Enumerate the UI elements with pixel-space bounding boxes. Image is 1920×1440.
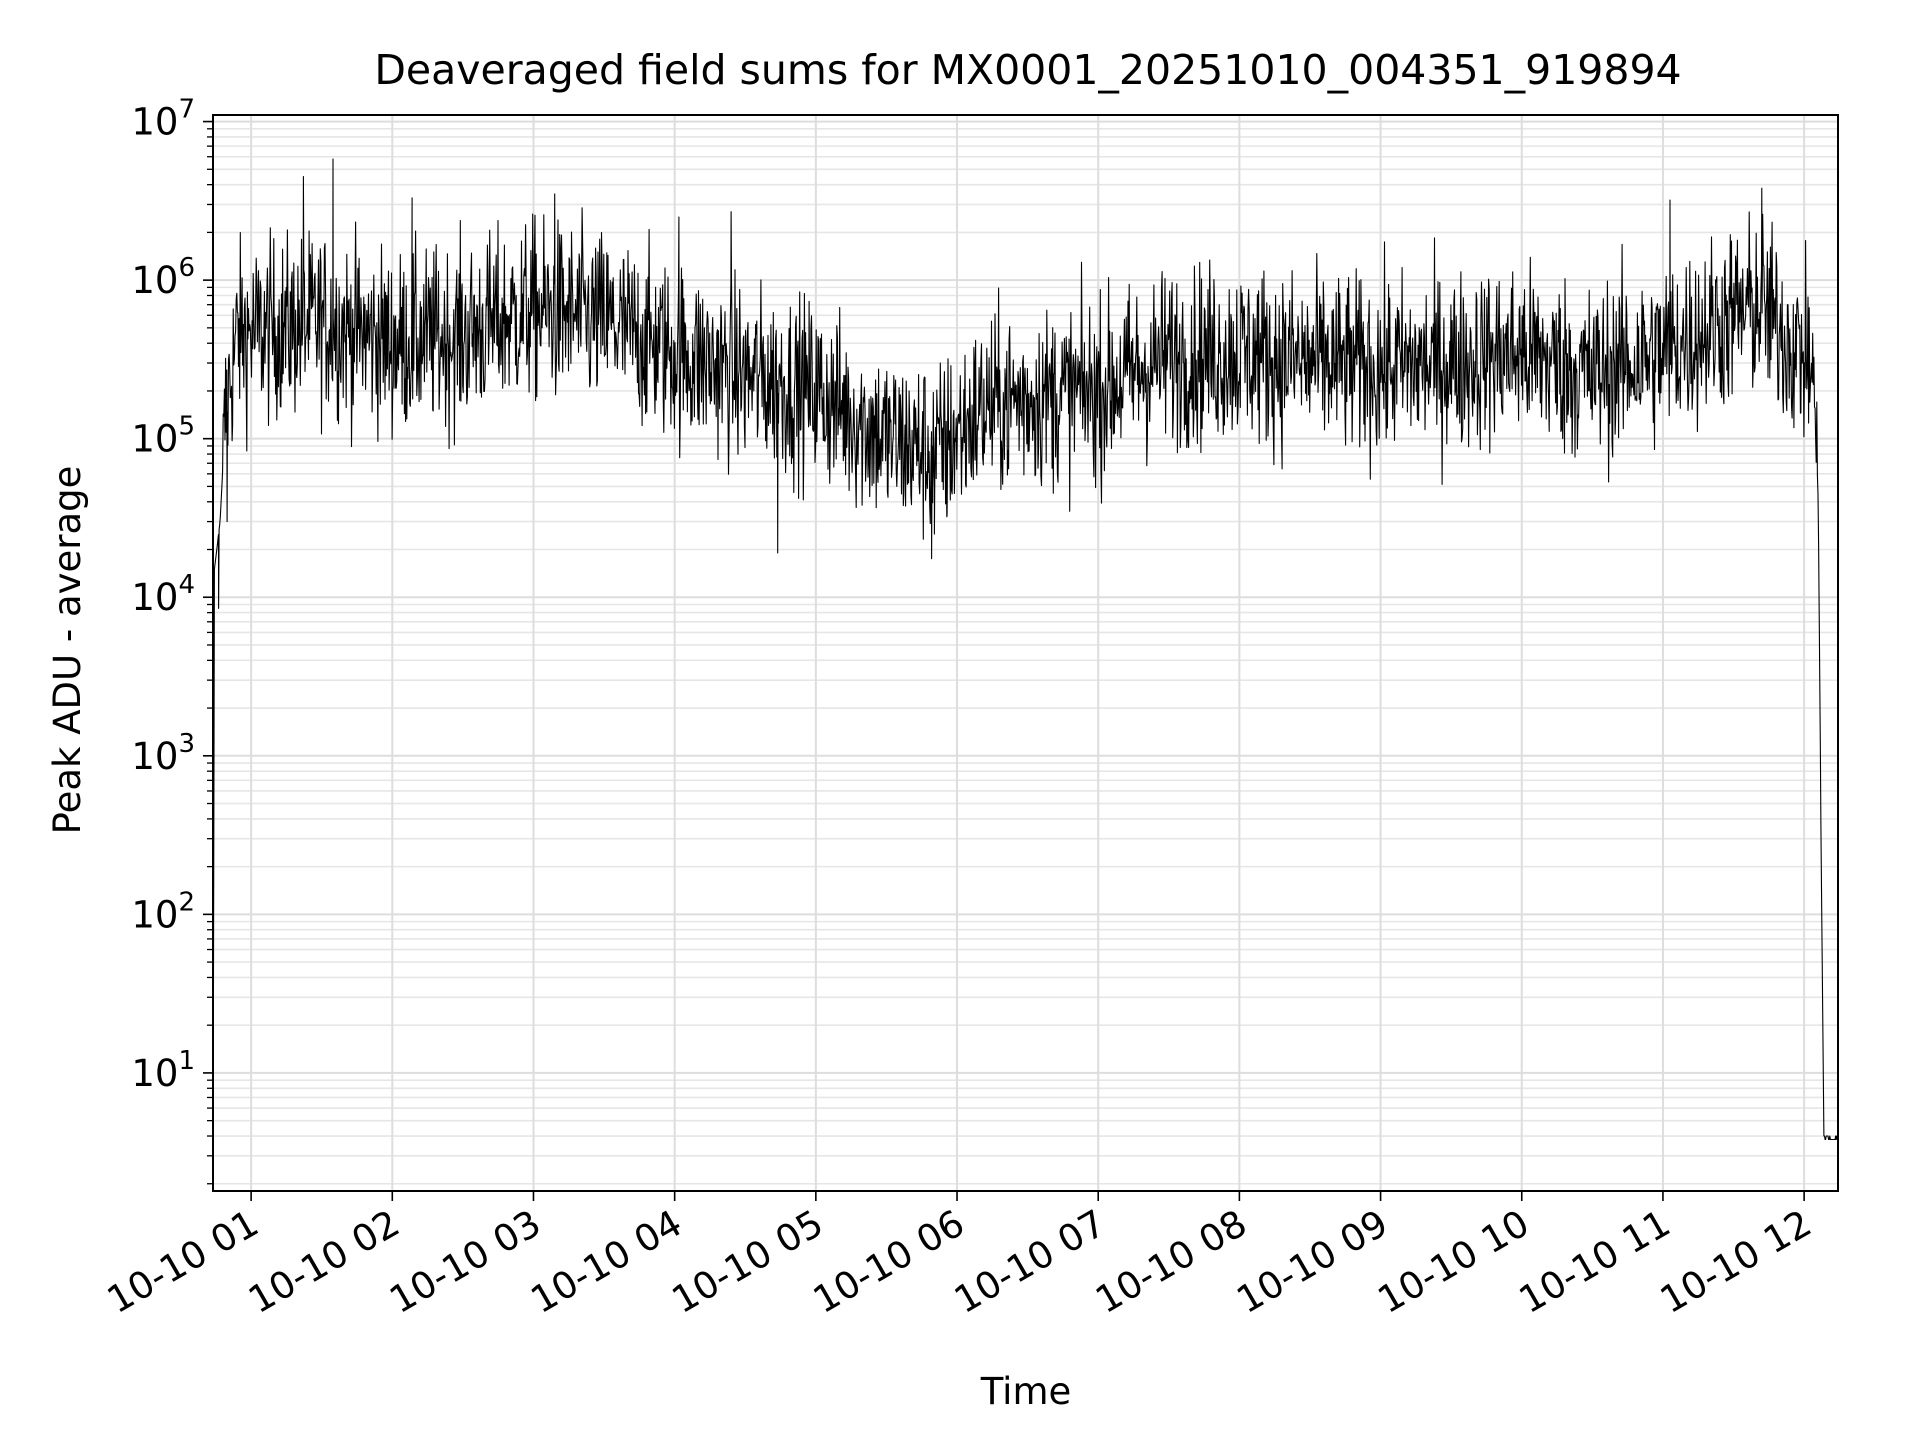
y-tick-label: 101 xyxy=(131,1046,195,1095)
y-tick-label: 106 xyxy=(131,253,195,302)
y-tick-label: 104 xyxy=(131,570,195,619)
series-line-deaveraged-field-sum xyxy=(213,158,1838,1191)
y-tick-label: 107 xyxy=(131,95,195,144)
y-tick-label: 105 xyxy=(131,412,195,461)
y-tick-label: 103 xyxy=(131,729,195,778)
chart-title: Deaveraged field sums for MX0001_2025101… xyxy=(374,46,1681,94)
x-axis-label: Time xyxy=(980,1370,1072,1413)
plot-frame xyxy=(212,114,1839,1192)
y-axis-label: Peak ADU - average xyxy=(46,466,89,835)
grid xyxy=(213,115,1838,1191)
y-tick-label: 102 xyxy=(131,887,195,936)
